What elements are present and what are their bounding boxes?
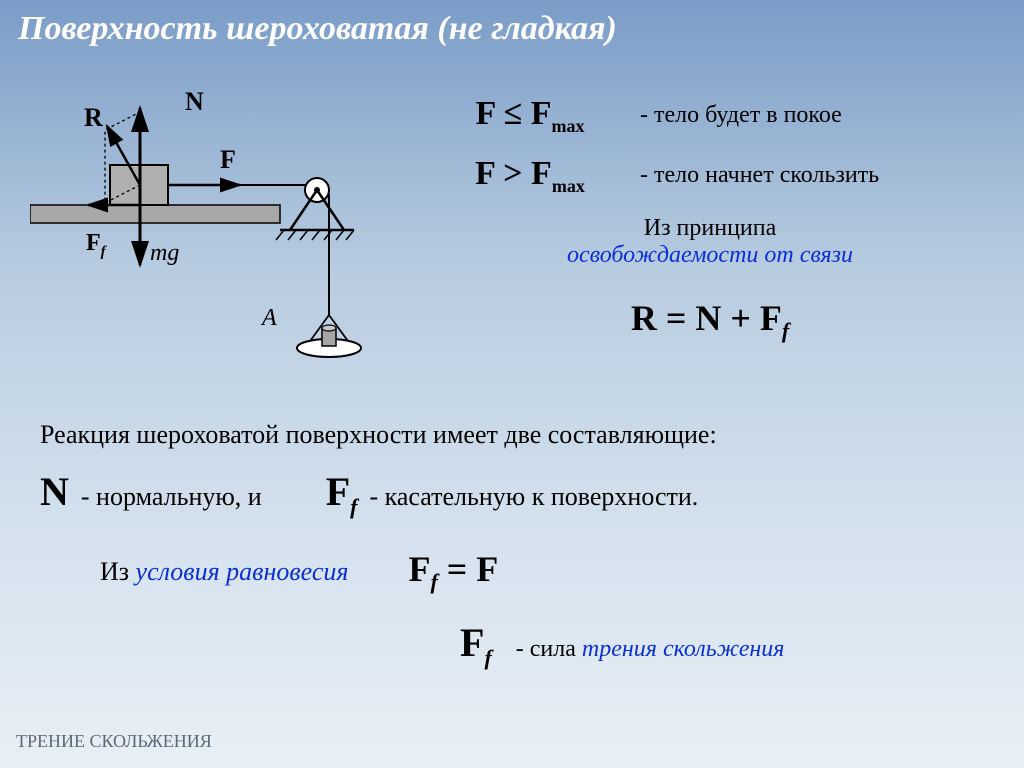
friction-force-text: - сила трения скольжения [516,636,785,663]
label-N: N [185,90,204,116]
sym-Ff: Ff [326,468,358,520]
components-row: N - нормальную, и Ff - касательную к пов… [40,468,1000,520]
equilibrium-text: Из условия равновесия [100,557,348,587]
force-diagram: N R F Ff mg A [30,90,400,370]
friction-force-row: Ff - сила трения скольжения [460,619,1000,671]
lower-section: Реакция шероховатой поверхности имеет дв… [40,420,1000,671]
label-Ff: Ff [86,230,108,260]
sym-friction: Ff [460,619,492,671]
eq-slide: F > Fmax [420,155,640,197]
footer-caption: ТРЕНИЕ СКОЛЬЖЕНИЯ [16,731,212,752]
desc-slide: - тело начнет скользить [640,162,879,189]
condition-rest: F ≤ Fmax - тело будет в покое [420,95,1000,137]
equilibrium-eq: Ff = F [408,548,498,595]
conditions-panel: F ≤ Fmax - тело будет в покое F > Fmax -… [420,95,1000,344]
page-title: Поверхность шероховатая (не гладкая) [0,0,1024,48]
txt-tangential: - касательную к поверхности. [369,482,698,512]
condition-slide: F > Fmax - тело начнет скользить [420,155,1000,197]
label-F: F [220,145,236,174]
eq-rest: F ≤ Fmax [420,95,640,137]
principle-text: Из принципа освобождаемости от связи [420,215,1000,269]
components-intro: Реакция шероховатой поверхности имеет дв… [40,420,1000,450]
label-R: R [84,103,103,132]
label-mg: mg [150,240,179,266]
equilibrium-row: Из условия равновесия Ff = F [100,548,1000,595]
label-A: A [260,305,277,331]
reaction-equation: R = N + Ff [420,297,1000,344]
desc-rest: - тело будет в покое [640,102,842,129]
txt-normal: - нормальную, и [81,482,262,512]
sym-N: N [40,468,69,515]
